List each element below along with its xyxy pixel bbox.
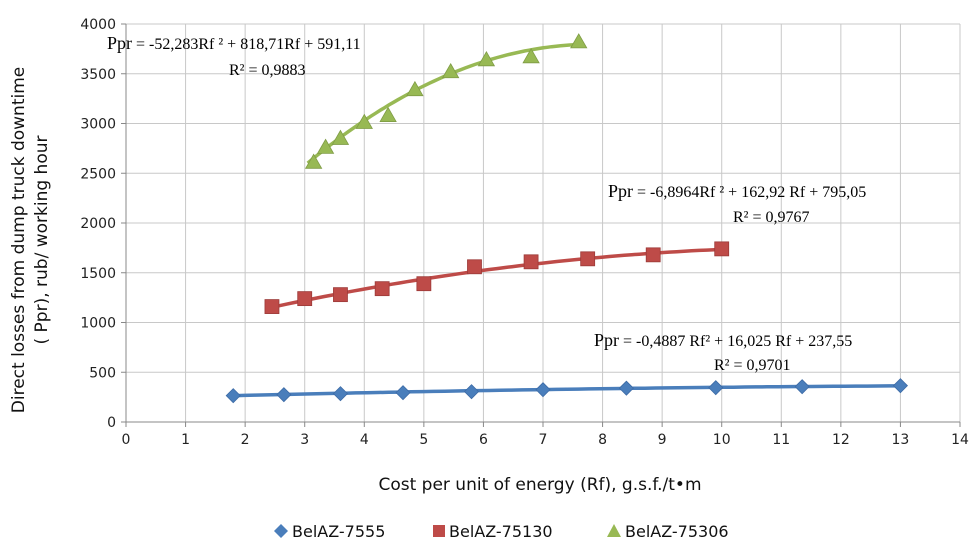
y-axis-title-line1: Direct losses from dump truck downtime (9, 67, 29, 413)
data-point-belaz-75130 (714, 241, 730, 257)
data-point-belaz-7555 (618, 380, 634, 396)
y-tick-label: 2500 (80, 166, 116, 182)
r2-belaz-7555: R² = 0,9701 (714, 357, 791, 374)
data-point-belaz-75130 (645, 247, 661, 263)
data-point-belaz-75306 (406, 80, 424, 97)
axes (121, 23, 961, 427)
data-point-belaz-7555 (794, 379, 810, 395)
data-point-belaz-75130 (523, 254, 539, 270)
x-tick-label: 4 (360, 432, 369, 448)
data-point-belaz-7555 (276, 387, 292, 403)
x-tick-labels: 0 1 2 3 4 5 6 7 8 9 10 11 12 13 14 (122, 432, 969, 448)
data-point-belaz-7555 (708, 380, 724, 396)
x-tick-label: 5 (419, 432, 428, 448)
x-tick-label: 10 (713, 432, 731, 448)
y-tick-label: 3500 (80, 67, 116, 83)
data-point-belaz-75130 (580, 251, 596, 267)
y-tick-label: 1500 (80, 266, 116, 282)
x-tick-label: 12 (832, 432, 850, 448)
legend-marker-diamond (274, 524, 288, 538)
legend-item-belaz-75306: BelAZ-75306 (607, 522, 729, 541)
data-point-belaz-75306 (304, 153, 323, 169)
y-tick-label: 0 (107, 415, 116, 431)
data-point-belaz-75130 (416, 276, 432, 292)
data-point-belaz-75306 (522, 48, 540, 64)
legend-marker-triangle (607, 524, 621, 537)
y-tick-label: 3000 (80, 117, 116, 133)
x-tick-label: 2 (241, 432, 250, 448)
data-point-belaz-7555 (225, 388, 241, 404)
y-tick-label: 500 (89, 365, 116, 381)
data-point-belaz-7555 (395, 385, 411, 401)
data-point-belaz-75306 (316, 138, 335, 154)
legend-label: BelAZ-75306 (625, 522, 729, 541)
legend-marker-square (433, 525, 445, 537)
equation-belaz-75130: Ppr = -6,8964Rf ² + 162,92 Rf + 795,05 (608, 181, 866, 201)
data-point-belaz-7555 (892, 378, 908, 394)
y-tick-label: 1000 (80, 316, 116, 332)
x-tick-label: 1 (181, 432, 190, 448)
data-point-belaz-75130 (374, 281, 390, 297)
legend-item-belaz-7555: BelAZ-7555 (274, 522, 385, 541)
x-tick-label: 13 (892, 432, 910, 448)
legend-label: BelAZ-7555 (292, 522, 385, 541)
data-point-belaz-75306 (355, 113, 373, 129)
data-point-belaz-75130 (467, 259, 482, 275)
r2-belaz-75130: R² = 0,9767 (733, 209, 810, 226)
r2-belaz-75306: R² = 0,9883 (229, 62, 306, 79)
data-point-belaz-75306 (570, 33, 588, 49)
equation-belaz-7555: Ppr = -0,4887 Rf² + 16,025 Rf + 237,55 (594, 330, 852, 350)
x-tick-label: 0 (122, 432, 131, 448)
legend: BelAZ-7555 BelAZ-75130 BelAZ-75306 (274, 522, 729, 541)
x-tick-label: 14 (951, 432, 969, 448)
x-tick-label: 9 (658, 432, 667, 448)
data-point-belaz-7555 (535, 382, 551, 398)
y-tick-label: 2000 (80, 216, 116, 232)
data-markers (225, 33, 908, 404)
x-tick-label: 11 (772, 432, 790, 448)
equation-belaz-75306: Ppr = -52,283Rf ² + 818,71Rf + 591,11 (107, 33, 361, 53)
data-point-belaz-7555 (332, 386, 349, 402)
y-axis-title-line2: ( Ppr), rub/ working hour (32, 136, 52, 345)
data-point-belaz-7555 (463, 384, 480, 400)
x-tick-label: 8 (598, 432, 607, 448)
legend-item-belaz-75130: BelAZ-75130 (433, 522, 553, 541)
data-point-belaz-75130 (297, 291, 313, 307)
y-tick-label: 4000 (80, 17, 116, 33)
x-tick-label: 3 (300, 432, 309, 448)
x-axis-title: Cost per unit of energy (Rf), g.s.f./t•m (378, 475, 701, 495)
data-point-belaz-75130 (264, 299, 280, 314)
data-point-belaz-75130 (333, 287, 348, 303)
legend-label: BelAZ-75130 (449, 522, 553, 541)
data-point-belaz-75306 (477, 51, 496, 67)
data-point-belaz-75306 (331, 129, 350, 145)
data-point-belaz-75306 (441, 62, 460, 79)
gridlines (126, 23, 961, 422)
x-tick-label: 7 (539, 432, 548, 448)
x-tick-label: 6 (479, 432, 488, 448)
y-tick-labels: 0 500 1000 1500 2000 2500 3000 3500 4000 (80, 17, 116, 431)
data-point-belaz-75306 (379, 106, 397, 122)
